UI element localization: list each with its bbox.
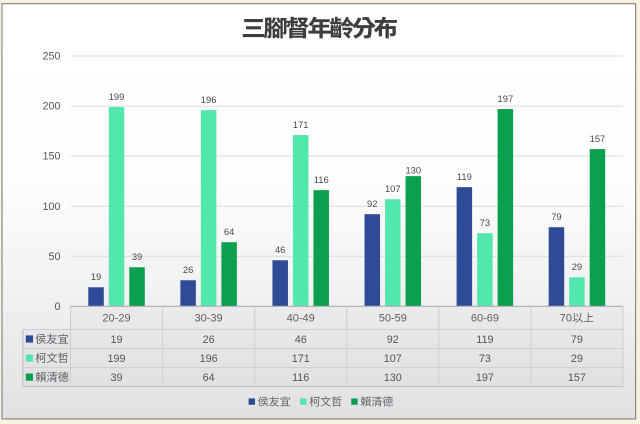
svg-text:119: 119 (476, 334, 493, 346)
svg-text:100: 100 (42, 201, 60, 213)
svg-text:130: 130 (384, 372, 402, 384)
svg-text:200: 200 (42, 101, 60, 113)
svg-text:79: 79 (571, 334, 583, 346)
svg-text:116: 116 (292, 372, 309, 384)
svg-text:0: 0 (54, 301, 60, 313)
svg-text:26: 26 (203, 334, 215, 346)
svg-text:39: 39 (132, 251, 142, 262)
svg-text:196: 196 (201, 94, 217, 105)
svg-text:50-59: 50-59 (379, 313, 407, 325)
svg-text:79: 79 (551, 211, 561, 222)
svg-text:30-39: 30-39 (195, 313, 223, 325)
svg-text:199: 199 (109, 91, 125, 102)
svg-text:92: 92 (387, 334, 399, 346)
svg-text:116: 116 (314, 174, 329, 185)
svg-text:196: 196 (200, 353, 218, 365)
svg-text:29: 29 (571, 353, 583, 365)
svg-text:46: 46 (275, 244, 285, 255)
svg-text:92: 92 (367, 198, 377, 209)
svg-text:64: 64 (224, 226, 234, 237)
svg-text:157: 157 (568, 372, 586, 384)
svg-text:171: 171 (293, 119, 309, 130)
svg-text:107: 107 (385, 183, 401, 194)
svg-text:250: 250 (42, 51, 60, 63)
svg-text:29: 29 (572, 261, 582, 272)
svg-text:130: 130 (405, 164, 421, 175)
svg-text:26: 26 (183, 264, 193, 275)
svg-text:197: 197 (476, 372, 494, 384)
svg-text:64: 64 (203, 372, 215, 384)
svg-text:73: 73 (479, 353, 491, 365)
svg-text:107: 107 (384, 353, 402, 365)
svg-text:19: 19 (91, 271, 101, 282)
svg-text:20-29: 20-29 (102, 313, 130, 325)
svg-text:50: 50 (48, 251, 60, 263)
svg-text:197: 197 (498, 93, 514, 104)
svg-text:73: 73 (480, 217, 490, 228)
svg-text:19: 19 (110, 334, 122, 346)
svg-text:60-69: 60-69 (471, 313, 499, 325)
svg-text:70: 70 (560, 313, 572, 325)
svg-text:199: 199 (107, 353, 125, 365)
svg-text:157: 157 (590, 133, 606, 144)
svg-text:150: 150 (42, 151, 60, 163)
svg-text:46: 46 (295, 334, 307, 346)
svg-text:40-49: 40-49 (287, 313, 315, 325)
svg-text:39: 39 (110, 372, 122, 384)
svg-text:171: 171 (292, 353, 310, 365)
svg-text:119: 119 (457, 171, 472, 182)
